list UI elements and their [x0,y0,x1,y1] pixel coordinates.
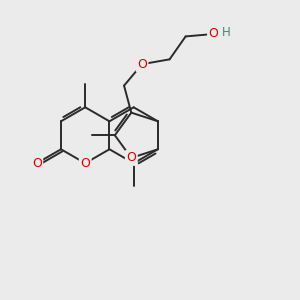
Text: O: O [137,58,147,71]
Text: O: O [126,152,136,164]
Text: O: O [32,157,42,170]
Text: H: H [222,26,230,39]
Text: O: O [208,28,218,40]
Text: O: O [80,157,90,170]
